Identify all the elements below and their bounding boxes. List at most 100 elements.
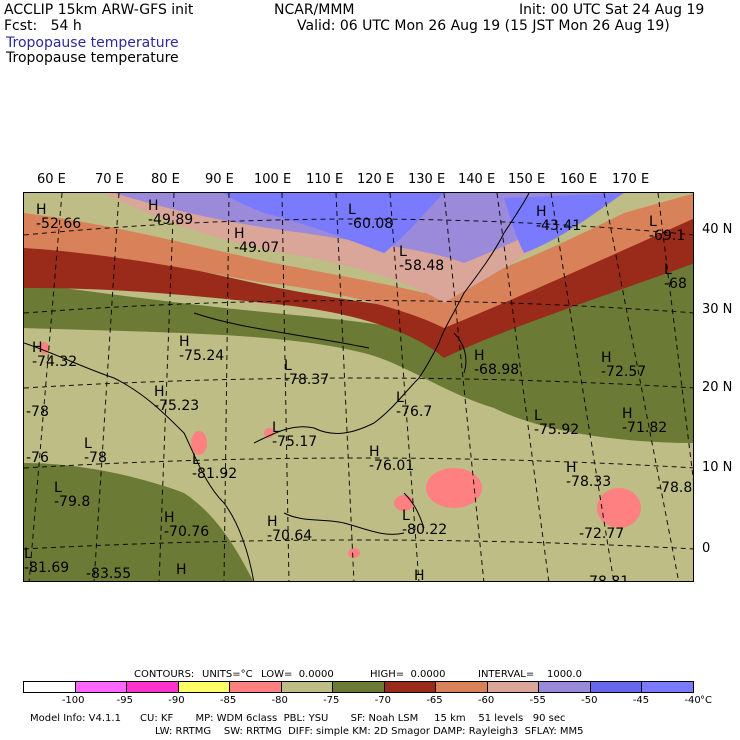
extremum-symbol: L: [284, 358, 292, 374]
extremum-value: -72.77: [579, 526, 625, 542]
extremum-marker: H -75.24: [179, 335, 224, 363]
extremum-value: -75.92: [534, 422, 580, 438]
extremum-symbol: L: [402, 508, 410, 524]
extremum-symbol: H: [179, 334, 190, 350]
model-info-line1: Model Info: V4.1.1 CU: KF MP: WDM 6class…: [30, 713, 566, 724]
extremum-symbol: H: [566, 460, 577, 476]
extremum-symbol: H: [234, 226, 245, 242]
longitude-label: 80 E: [151, 172, 180, 187]
color-bar-tick-label: -45: [632, 695, 650, 706]
extremum-marker: H: [176, 563, 187, 577]
extremum-symbol: H: [369, 444, 380, 460]
model-info-line2: LW: RRTMG SW: RRTMG DIFF: simple KM: 2D …: [155, 726, 584, 737]
extremum-marker: H -72.57: [601, 351, 646, 379]
extremum-value: -81.92: [192, 466, 238, 482]
color-bar-tick-label: -70: [374, 695, 392, 706]
color-bar-swatch: [178, 682, 231, 692]
color-bar-tick-label: -75: [323, 695, 340, 706]
extremum-value: -78.85: [656, 480, 693, 496]
extremum-symbol: L: [664, 262, 672, 278]
extremum-marker: L -80.22: [402, 509, 447, 537]
extremum-value: -80.22: [402, 522, 448, 538]
contours-label: CONTOURS:: [134, 669, 195, 680]
extremum-symbol: H: [474, 348, 485, 364]
extremum-value: -75.24: [179, 348, 225, 364]
extremum-value: -79.8: [54, 494, 91, 510]
extremum-value: -76.01: [369, 458, 415, 474]
color-bar-swatch: [281, 682, 334, 692]
extremum-symbol: H: [622, 406, 633, 422]
extremum-symbol: L: [54, 480, 62, 496]
extremum-marker: L -69.1: [649, 215, 685, 243]
extremum-marker: -76: [26, 451, 49, 465]
latitude-label: 40 N: [702, 222, 733, 237]
extremum-value: -58.48: [399, 258, 445, 274]
extremum-symbol: H: [414, 568, 425, 582]
field-title-2: Tropopause temperature: [6, 50, 179, 66]
extremum-marker: L -75.92: [534, 409, 579, 437]
extremum-value: -52.66: [36, 216, 82, 232]
extremum-marker: H -74.32: [32, 341, 77, 369]
extremum-marker: H: [414, 568, 425, 582]
longitude-label: 150 E: [508, 172, 546, 187]
extremum-value: -75.23: [154, 398, 200, 414]
extremum-value: -69.1: [649, 228, 686, 244]
color-bar-tick-label: -50: [581, 695, 598, 706]
extremum-value: -81.69: [24, 560, 70, 576]
extremum-value: -76.7: [396, 404, 433, 420]
forecast-hour: Fcst: 54 h: [4, 18, 82, 34]
extremum-marker: -78.85: [656, 480, 693, 496]
extremum-symbol: H: [154, 384, 165, 400]
latitude-label: 30 N: [702, 302, 733, 317]
extremum-value: -72.57: [601, 364, 647, 380]
color-bar-swatch: [436, 682, 488, 692]
extremum-marker: -83.55: [86, 567, 131, 581]
extremum-marker: H -76.01: [369, 445, 414, 473]
longitude-label: 100 E: [254, 172, 292, 187]
color-bar-tick-label: -90: [168, 695, 185, 706]
extremum-symbol: H: [601, 350, 612, 366]
extremum-marker: L -68: [664, 263, 687, 291]
map-field-svg: [24, 193, 693, 581]
extremum-value: -74.32: [32, 354, 78, 370]
extremum-symbol: L: [534, 408, 542, 424]
extremum-marker: L -78: [84, 437, 107, 465]
extremum-value: -68: [664, 276, 687, 292]
extremum-marker: -72.77: [579, 527, 624, 541]
extremum-value: -83.55: [86, 566, 132, 582]
longitude-label: 110 E: [306, 172, 344, 187]
color-bar-swatch: [333, 682, 385, 692]
color-bar: [23, 681, 694, 693]
extremum-marker: H -70.64: [267, 515, 312, 543]
extremum-marker: H -49.89: [148, 199, 193, 227]
units-label: UNITS=°C: [202, 669, 253, 680]
extremum-symbol: L: [272, 420, 280, 436]
extremum-marker: H -68.98: [474, 349, 519, 377]
field-title-1: Tropopause temperature: [6, 35, 179, 51]
extremum-value: -78.33: [566, 474, 612, 490]
extremum-symbol: L: [192, 452, 200, 468]
extremum-value: -75.17: [272, 434, 318, 450]
extremum-marker: H -75.23: [154, 385, 199, 413]
extremum-marker: L -60.08: [348, 203, 393, 231]
extremum-symbol: L: [84, 436, 92, 452]
extremum-symbol: H: [148, 198, 159, 214]
longitude-label: 140 E: [458, 172, 496, 187]
extremum-symbol: H: [32, 340, 43, 356]
longitude-label: 130 E: [408, 172, 446, 187]
longitude-label: 120 E: [357, 172, 395, 187]
extremum-value: -78.37: [284, 372, 330, 388]
color-bar-swatch: [487, 682, 540, 692]
color-bar-tick-label: -65: [426, 695, 443, 706]
extremum-value: -78.81: [584, 574, 630, 582]
extremum-symbol: L: [399, 244, 407, 260]
latitude-label: 20 N: [702, 380, 733, 395]
extremum-marker: L -79.8: [54, 481, 90, 509]
color-bar-tick-label: -85: [219, 695, 237, 706]
tropopause-temperature-map: H -52.66 H -49.89 H -49.07 L -60.08 L -58.48 H -43.…: [23, 192, 694, 582]
color-bar-tick-label: -95: [116, 695, 133, 706]
longitude-label: 170 E: [612, 172, 650, 187]
color-bar-tick-label: °C: [700, 695, 712, 706]
extremum-marker: L -81.92: [192, 453, 237, 481]
extremum-value: -60.08: [348, 216, 394, 232]
